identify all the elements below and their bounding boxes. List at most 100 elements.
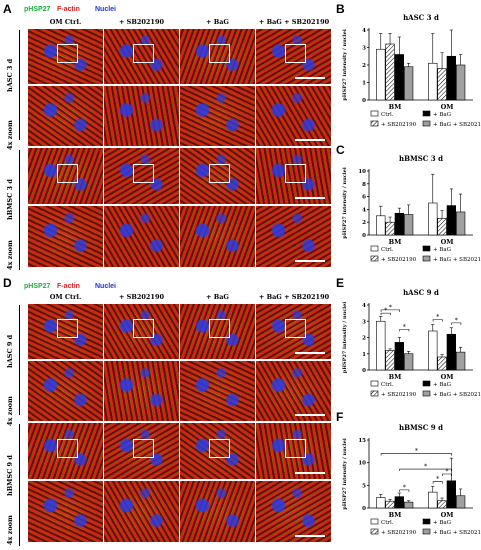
row-label: 4x zoom — [6, 396, 14, 426]
stain-factin: F-actin — [57, 6, 80, 13]
scale-bar — [295, 77, 325, 79]
y-tick-label: 4 — [362, 28, 366, 34]
group-label: BM — [389, 373, 402, 381]
legend-label: + BaG — [433, 247, 451, 253]
bar — [394, 342, 404, 371]
significance-mark: * — [403, 484, 406, 491]
legend-label: + BaG + SB202190 — [433, 530, 481, 536]
legend-label: + SB202190 — [381, 122, 417, 128]
y-tick-label: 2 — [362, 63, 366, 69]
zoom-micrograph — [180, 481, 255, 542]
chart-title: hBMSC 9 d — [399, 423, 443, 432]
zoom-micrograph — [256, 361, 331, 421]
zoom-micrograph — [256, 86, 331, 146]
micrograph-image — [28, 304, 103, 359]
micrograph-image — [104, 148, 179, 204]
y-tick-label: 0 — [362, 506, 366, 512]
micrograph-image — [256, 148, 331, 204]
significance-mark: * — [389, 304, 392, 311]
bar — [376, 497, 386, 509]
zoom-region-box — [56, 44, 78, 64]
scale-bar — [295, 139, 325, 141]
chart-title: hBMSC 3 d — [399, 154, 443, 163]
y-tick-label: 10 — [358, 169, 366, 175]
significance-mark: * — [446, 469, 449, 476]
bar — [376, 48, 386, 101]
significance-mark: * — [415, 448, 418, 455]
stain-factin: F-actin — [57, 283, 80, 290]
significance-mark: * — [384, 308, 387, 315]
zoom-micrograph — [180, 361, 255, 421]
zoom-micrograph — [256, 206, 331, 267]
bar — [394, 212, 404, 236]
row-bracket — [19, 305, 20, 415]
bar — [394, 54, 404, 101]
zoom-region-box — [56, 319, 78, 339]
y-tick-label: 15 — [358, 438, 366, 444]
bar — [446, 480, 456, 509]
y-tick-label: 6 — [362, 195, 366, 201]
legend-label: + BaG + SB202190 — [433, 392, 481, 398]
row-bracket — [19, 424, 20, 546]
legend-swatch — [422, 390, 431, 397]
y-tick-label: 1 — [362, 352, 366, 358]
panel-letter-a: A — [3, 2, 12, 16]
micrograph-image — [180, 423, 255, 479]
legend-label: + BaG — [433, 112, 451, 118]
bar — [403, 214, 414, 236]
bar — [385, 350, 395, 371]
micrograph-image — [28, 148, 103, 204]
significance-bracket — [380, 453, 452, 456]
zoom-micrograph — [180, 206, 255, 267]
zoom-region-box — [208, 44, 230, 64]
significance-bracket — [399, 489, 410, 492]
column-header: + BaG + SB202190 — [258, 293, 330, 301]
stain-nuclei: Nuclei — [95, 283, 117, 290]
zoom-micrograph — [104, 481, 179, 542]
legend-label: + SB202190 — [381, 392, 417, 398]
y-tick-label: 4 — [362, 303, 366, 309]
bar — [446, 333, 456, 371]
panel-letter-c: C — [336, 143, 345, 157]
zoom-region-box — [284, 44, 306, 64]
group-label: OM — [441, 373, 454, 381]
group-label: OM — [441, 511, 454, 519]
y-axis-label: pHSP27 intensity / nuclei — [342, 438, 348, 510]
bar-chart-e: hASC 9 d pHSP27 intensity / nuclei 0 1 2 3 4 BM… — [342, 288, 481, 398]
column-header: + BaG + SB202190 — [258, 18, 330, 26]
row-label: hBMSC 9 d — [6, 455, 14, 496]
zoom-micrograph — [28, 86, 103, 146]
chart-title: hASC 9 d — [403, 288, 439, 297]
group-label: BM — [389, 103, 402, 111]
micrograph-image — [180, 148, 255, 204]
column-header: + BaG — [206, 293, 229, 301]
zoom-micrograph — [256, 481, 331, 542]
significance-bracket — [451, 322, 462, 325]
bar-chart-b: hASC 3 d pHSP27 intensity / nuclei 0 1 2 3 4 BM… — [342, 13, 481, 128]
legend-swatch — [370, 255, 379, 262]
y-tick-label: 2 — [362, 336, 366, 342]
legend-swatch — [370, 518, 379, 525]
y-axis-label: pHSP27 intensity / nuclei — [342, 302, 348, 374]
legend-swatch — [370, 380, 379, 387]
micrograph-image — [256, 423, 331, 479]
column-header: + BaG — [206, 18, 229, 26]
significance-mark: * — [455, 317, 458, 324]
micrograph-image — [104, 423, 179, 479]
zoom-region-box — [132, 44, 154, 64]
column-header: + SB202190 — [118, 18, 165, 26]
legend-swatch — [370, 528, 379, 535]
bar-chart-c: hBMSC 3 d pHSP27 intensity / nuclei 0 2 4 6 8 1… — [342, 154, 481, 263]
zoom-micrograph — [104, 206, 179, 267]
row-label: hASC 3 d — [6, 58, 14, 92]
zoom-region-box — [132, 438, 154, 458]
legend-swatch — [422, 245, 431, 252]
bar — [446, 55, 456, 101]
legend-swatch — [370, 390, 379, 397]
legend-swatch — [422, 380, 431, 387]
y-tick-label: 4 — [362, 207, 366, 213]
zoom-micrograph — [28, 206, 103, 267]
zoom-region-box — [208, 438, 230, 458]
bar — [455, 64, 466, 101]
panel-letter-e: E — [336, 276, 345, 290]
